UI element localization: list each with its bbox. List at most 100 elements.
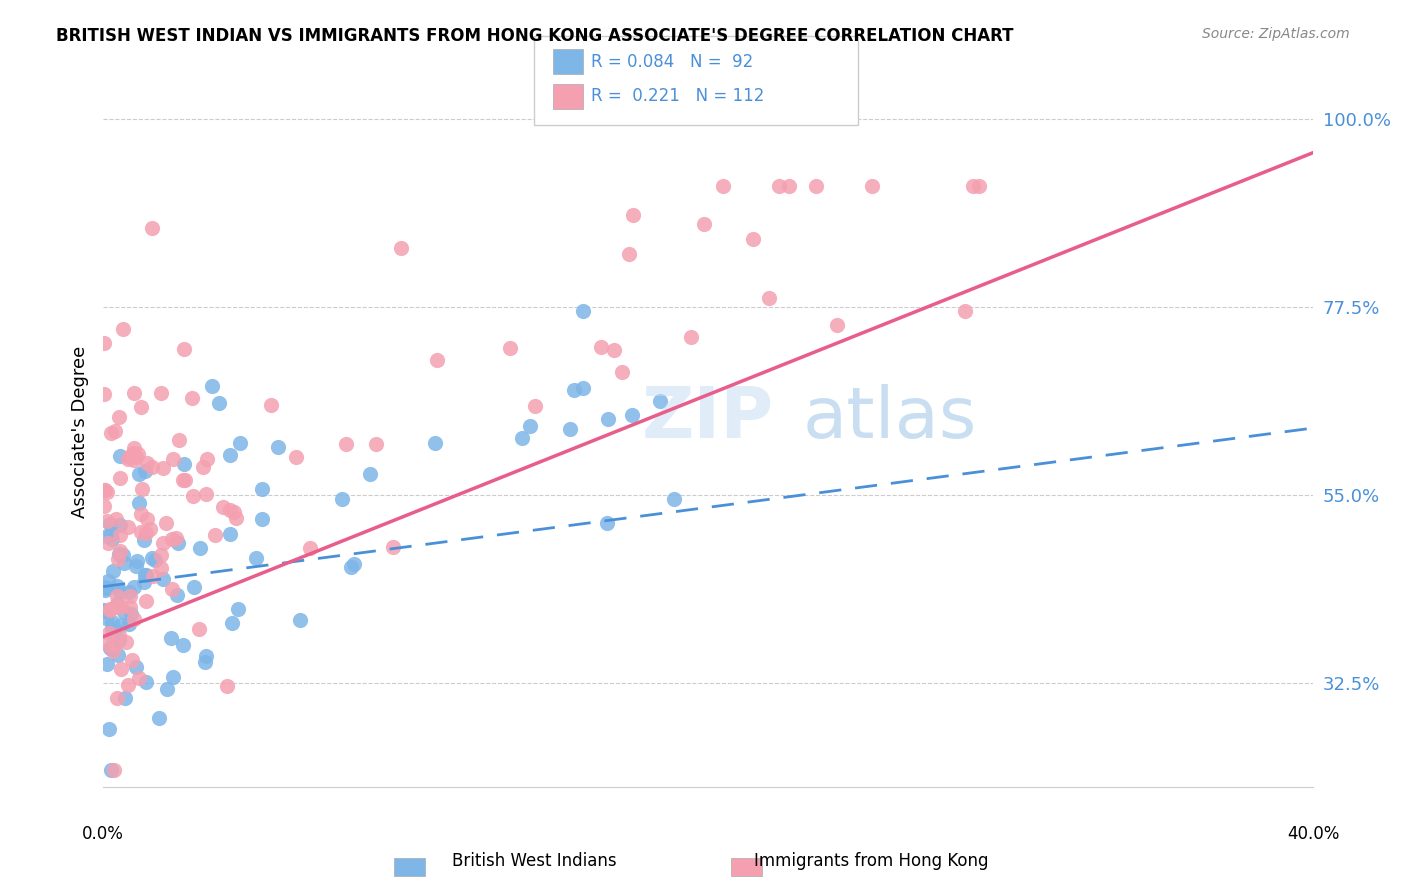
Point xyxy=(165,531,187,545)
Point xyxy=(162,670,184,684)
Point xyxy=(156,681,179,696)
Point xyxy=(145,553,167,567)
Point xyxy=(173,458,195,472)
Point xyxy=(332,491,354,506)
Point xyxy=(250,482,273,496)
Point xyxy=(519,419,541,434)
Point xyxy=(132,574,155,589)
Point xyxy=(96,514,118,528)
Point xyxy=(524,399,547,413)
Point xyxy=(118,450,141,465)
Point xyxy=(101,532,124,546)
Point xyxy=(100,425,122,440)
Text: British West Indians: British West Indians xyxy=(451,852,617,870)
Point xyxy=(117,677,139,691)
Point xyxy=(135,593,157,607)
Point xyxy=(104,424,127,438)
Point xyxy=(245,551,267,566)
Point xyxy=(215,679,238,693)
Point xyxy=(93,500,115,514)
Point xyxy=(112,605,135,619)
Point xyxy=(173,342,195,356)
Point xyxy=(288,613,311,627)
Point xyxy=(692,217,714,231)
Point xyxy=(118,589,141,603)
Point xyxy=(112,322,135,336)
Point xyxy=(250,512,273,526)
Point xyxy=(225,511,247,525)
Point xyxy=(101,642,124,657)
Point xyxy=(110,618,132,632)
Point xyxy=(621,208,644,222)
Point xyxy=(359,467,381,481)
Point xyxy=(98,603,121,617)
Point xyxy=(93,335,115,350)
Point xyxy=(115,635,138,649)
Point xyxy=(596,516,619,531)
Point xyxy=(558,422,581,436)
Point xyxy=(118,585,141,599)
Point xyxy=(125,559,148,574)
Point xyxy=(104,599,127,613)
Point xyxy=(285,450,308,464)
Point xyxy=(183,580,205,594)
Text: Source: ZipAtlas.com: Source: ZipAtlas.com xyxy=(1202,27,1350,41)
Point xyxy=(610,365,633,379)
Point xyxy=(155,516,177,530)
Point xyxy=(208,396,231,410)
Point xyxy=(93,483,115,497)
Point xyxy=(150,386,173,401)
Point xyxy=(100,764,122,778)
Point xyxy=(125,554,148,568)
Point xyxy=(134,533,156,548)
Point xyxy=(152,536,174,550)
Point xyxy=(187,622,209,636)
Point xyxy=(589,341,612,355)
Point xyxy=(124,612,146,626)
Point xyxy=(97,536,120,550)
Point xyxy=(129,400,152,414)
Point xyxy=(226,602,249,616)
Text: Immigrants from Hong Kong: Immigrants from Hong Kong xyxy=(755,852,988,870)
Point xyxy=(118,600,141,615)
Point xyxy=(100,527,122,541)
Point xyxy=(129,524,152,539)
Point xyxy=(825,318,848,333)
Point xyxy=(94,604,117,618)
Point xyxy=(101,621,124,635)
Point xyxy=(121,653,143,667)
Point xyxy=(93,583,115,598)
Point xyxy=(166,588,188,602)
Text: atlas: atlas xyxy=(803,384,977,452)
Point xyxy=(100,615,122,629)
Point xyxy=(219,526,242,541)
Point xyxy=(141,551,163,566)
Point xyxy=(124,450,146,465)
Point xyxy=(135,675,157,690)
Point xyxy=(107,547,129,561)
Point xyxy=(267,440,290,454)
Point xyxy=(131,482,153,496)
Point xyxy=(96,484,118,499)
Point xyxy=(128,671,150,685)
Point xyxy=(180,391,202,405)
Point xyxy=(110,599,132,614)
Point xyxy=(617,246,640,260)
Text: BRITISH WEST INDIAN VS IMMIGRANTS FROM HONG KONG ASSOCIATE'S DEGREE CORRELATION : BRITISH WEST INDIAN VS IMMIGRANTS FROM H… xyxy=(56,27,1014,45)
Point xyxy=(118,617,141,632)
Point xyxy=(104,639,127,653)
Point xyxy=(335,437,357,451)
Text: ZIP: ZIP xyxy=(643,384,775,452)
Point xyxy=(212,500,235,515)
Point xyxy=(101,625,124,640)
Point xyxy=(96,611,118,625)
Point xyxy=(204,528,226,542)
Point xyxy=(121,446,143,460)
Point xyxy=(181,490,204,504)
Point xyxy=(135,526,157,541)
Point xyxy=(426,353,449,368)
Point xyxy=(148,711,170,725)
Point xyxy=(96,529,118,543)
Point xyxy=(108,543,131,558)
Point xyxy=(107,551,129,566)
